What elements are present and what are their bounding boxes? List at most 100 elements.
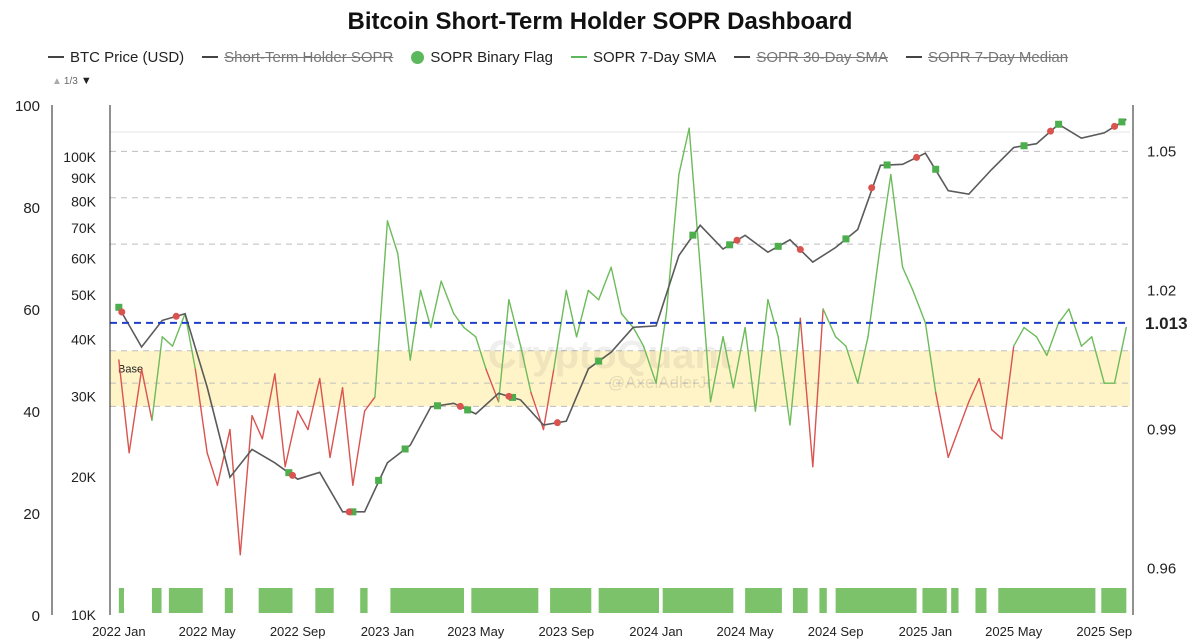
sopr-segment (497, 299, 510, 403)
flag-marker-green (433, 402, 441, 410)
legend-item-5[interactable]: SOPR 7-Day Median (906, 49, 1068, 66)
binary-flag-bar (258, 588, 293, 613)
price-tick-label: 20K (71, 469, 97, 485)
x-tick-label: 2023 May (447, 624, 505, 639)
legend-item-0[interactable]: BTC Price (USD) (48, 49, 184, 66)
sopr-segment (118, 359, 130, 454)
sopr-segment (284, 410, 299, 468)
binary-flag-bar (151, 588, 162, 613)
flag-marker-red (1111, 122, 1119, 130)
sopr-segment (722, 336, 735, 389)
sopr-segment (194, 368, 208, 454)
sopr-segment (879, 173, 892, 245)
legend-label: Short-Term Holder SOPR (224, 48, 394, 66)
price-tick-label: 10K (71, 607, 97, 623)
legend-item-4[interactable]: SOPR 30-Day SMA (734, 49, 888, 66)
flag-markers (115, 118, 1126, 516)
flag-marker-red (796, 246, 804, 254)
sopr-segment (754, 299, 769, 412)
sopr-segment (688, 127, 701, 268)
sopr-segment (632, 326, 645, 347)
left-tick-label: 80 (23, 200, 40, 217)
right-tick-label: 1.05 (1147, 143, 1176, 160)
sopr-segment (329, 387, 344, 459)
legend-pager[interactable]: ▲ 1/3 ▼ (52, 75, 92, 87)
sopr-segment (352, 410, 366, 486)
sopr-segment (307, 377, 321, 431)
sopr-segment (587, 289, 600, 301)
legend-label: BTC Price (USD) (70, 48, 185, 66)
legend-line-icon (202, 56, 219, 58)
threshold-line: 1.013 (110, 314, 1188, 333)
sopr-segment (901, 266, 914, 292)
sopr-segment (924, 322, 937, 394)
sopr-7d-sma-series (118, 127, 1128, 556)
sopr-segment (642, 345, 657, 384)
x-tick-label: 2025 Sep (1076, 624, 1132, 639)
sopr-segment (1057, 308, 1070, 324)
right-tick-label: 1.02 (1147, 282, 1176, 299)
x-tick-label: 2024 Jan (629, 624, 683, 639)
flag-marker-red (172, 312, 180, 320)
legend-item-1[interactable]: Short-Term Holder SOPR (202, 49, 393, 66)
right-tick-label: 0.96 (1147, 561, 1176, 578)
sopr-segment (1068, 308, 1083, 347)
flag-marker-green (1118, 118, 1126, 126)
price-tick-label: 50K (71, 287, 97, 303)
price-tick-label: 40K (71, 331, 97, 347)
legend-line-icon (906, 56, 923, 58)
flag-marker-green (285, 469, 293, 477)
flag-marker-red (118, 308, 126, 316)
sopr-segment (341, 387, 354, 486)
sopr-segment (128, 368, 143, 454)
sopr-segment (463, 326, 477, 338)
sopr-segment (251, 414, 264, 440)
pager-up-icon[interactable]: ▲ (52, 75, 62, 87)
sopr-segment (665, 173, 680, 315)
left-tick-label: 40 (23, 404, 40, 421)
flag-marker-green (1055, 120, 1063, 128)
flag-marker-green (1020, 142, 1028, 150)
sopr-segment (274, 373, 286, 468)
binary-flag-bar (390, 588, 464, 613)
flag-marker-green (401, 445, 409, 453)
sopr-segment (475, 336, 487, 370)
chart-legend: BTC Price (USD) Short-Term Holder SOPR SOP… (48, 46, 1086, 68)
sopr-segment (655, 312, 668, 384)
sopr-segment (968, 377, 980, 403)
watermark-text: CryptoQuant (488, 333, 732, 377)
watermark: CryptoQuant@AxelAdlerJr (488, 333, 732, 392)
legend-label: SOPR Binary Flag (430, 48, 553, 66)
sopr-segment (610, 266, 623, 315)
binary-flag-bar (998, 588, 1096, 613)
sopr-segment (777, 336, 791, 426)
grid-lines (110, 131, 1130, 407)
sopr-segment (565, 289, 578, 338)
sopr-segment (229, 428, 241, 556)
sopr-segment (890, 173, 904, 268)
base-band-rect (110, 350, 1130, 407)
sopr-segment (789, 317, 802, 426)
legend-item-2[interactable]: SOPR Binary Flag (411, 49, 553, 66)
sopr-segment (542, 368, 555, 431)
price-tick-label: 30K (71, 389, 97, 405)
sopr-segment (374, 220, 389, 398)
x-tick-label: 2025 May (985, 624, 1043, 639)
sopr-segment (978, 377, 993, 431)
legend-item-3[interactable]: SOPR 7-Day SMA (570, 49, 716, 66)
sopr-segment (1080, 336, 1093, 347)
sopr-segment (430, 280, 442, 329)
x-tick-label: 2024 Sep (808, 624, 864, 639)
flag-marker-green (509, 393, 517, 401)
sopr-segment (319, 377, 331, 459)
sopr-segment (744, 326, 757, 412)
sopr-segment (485, 368, 500, 403)
pager-down-icon[interactable]: ▼ (80, 75, 92, 87)
sopr-segment (206, 452, 219, 486)
sopr-segment (171, 312, 186, 347)
binary-flag-bar (471, 588, 539, 613)
flag-marker-green (774, 242, 782, 250)
flag-marker-green (375, 476, 383, 484)
sopr-segment (867, 243, 882, 338)
